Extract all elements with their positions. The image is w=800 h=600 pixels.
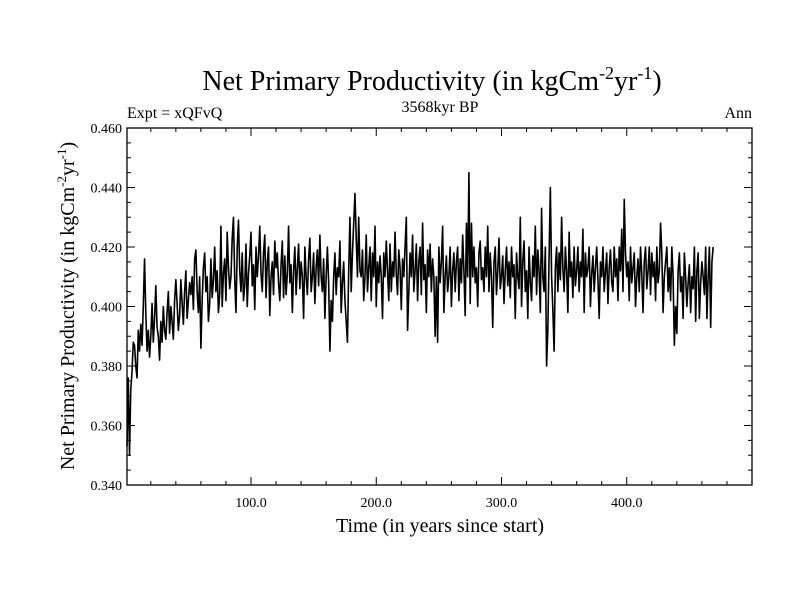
chart-title: Net Primary Productivity (in kgCm-2yr-1): [202, 63, 661, 97]
y-tick-label: 0.440: [91, 182, 123, 197]
x-tick-label: 200.0: [360, 496, 392, 511]
season-label: Ann: [724, 105, 752, 122]
y-tick-label: 0.360: [91, 420, 123, 435]
plot-frame: [126, 127, 753, 486]
y-tick-label: 0.340: [91, 479, 123, 494]
y-tick-labels: 0.340 0.360 0.380 0.400 0.420 0.440 0.460: [91, 122, 123, 494]
y-axis-label: Net Primary Productivity (in kgCm-2yr-1): [54, 142, 79, 470]
x-tick-label: 400.0: [611, 496, 643, 511]
experiment-label: Expt = xQFvQ: [127, 105, 223, 122]
x-axis-label: Time (in years since start): [336, 515, 544, 537]
y-tick-label: 0.460: [91, 122, 123, 137]
y-tick-label: 0.420: [91, 241, 123, 256]
x-tick-label: 100.0: [235, 496, 267, 511]
axis-ticks: [127, 127, 752, 486]
npp-series-line: [126, 171, 714, 457]
x-tick-label: 300.0: [486, 496, 518, 511]
y-tick-label: 0.380: [91, 360, 123, 375]
age-label: 3568kyr BP: [402, 99, 479, 116]
x-tick-labels: 100.0 200.0 300.0 400.0: [235, 496, 642, 511]
y-tick-label: 0.400: [91, 301, 123, 316]
